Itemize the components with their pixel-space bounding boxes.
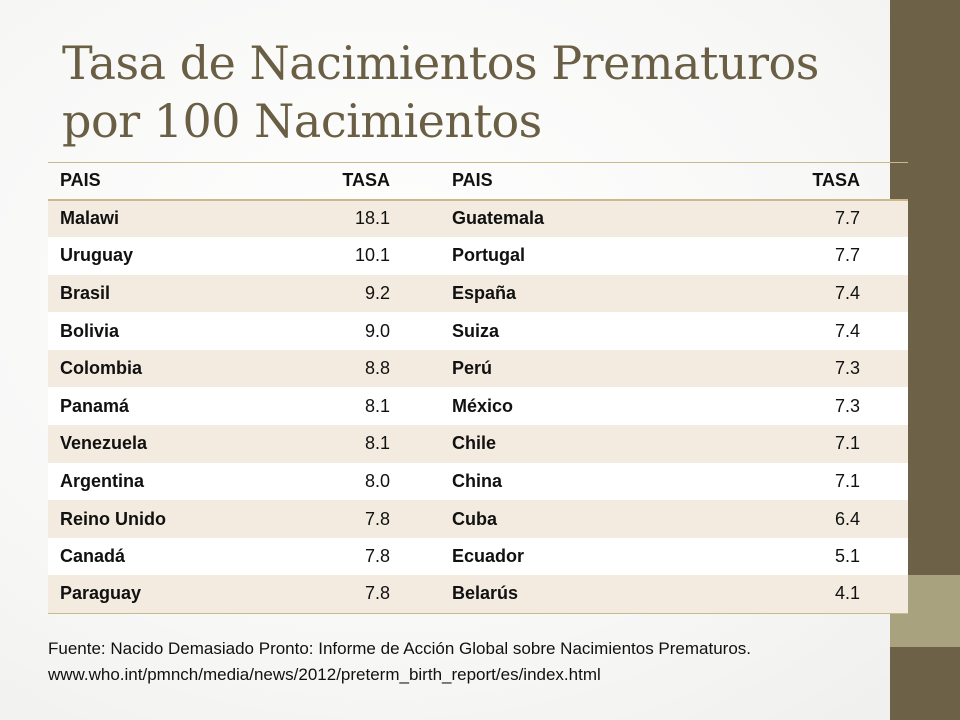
rate-cell-right: 7.7	[565, 199, 908, 238]
rate-cell-right: 7.1	[565, 462, 908, 501]
country-cell-left: Colombia	[48, 349, 173, 388]
rate-cell-right: 7.4	[565, 312, 908, 350]
table-row: Colombia 8.8 Perú 7.3	[48, 349, 908, 388]
rate-cell-right: 7.3	[565, 387, 908, 426]
table-row: Canadá 7.8 Ecuador 5.1	[48, 537, 908, 576]
table-row: Panamá 8.1 México 7.3	[48, 387, 908, 426]
table-row: Bolivia 9.0 Suiza 7.4	[48, 312, 908, 350]
header-rate-2: TASA	[812, 170, 860, 191]
table-row: Malawi 18.1 Guatemala 7.7	[48, 199, 908, 238]
rate-cell-left: 8.8	[173, 349, 440, 388]
table-row: Reino Unido 7.8 Cuba 6.4	[48, 500, 908, 538]
country-cell-right: China	[440, 462, 565, 501]
country-cell-left: Bolivia	[48, 312, 173, 350]
rate-cell-left: 7.8	[173, 500, 440, 538]
country-cell-right: Chile	[440, 425, 565, 463]
rate-cell-left: 9.0	[173, 312, 440, 350]
country-cell-right: Belarús	[440, 575, 565, 614]
country-cell-left: Reino Unido	[48, 500, 173, 538]
rate-cell-right: 6.4	[565, 500, 908, 538]
rate-cell-left: 7.8	[173, 575, 440, 614]
rate-cell-right: 7.7	[565, 237, 908, 275]
rate-cell-right: 4.1	[565, 575, 908, 614]
rate-cell-left: 8.1	[173, 425, 440, 463]
rate-cell-right: 5.1	[565, 537, 908, 576]
source-citation: Fuente: Nacido Demasiado Pronto: Informe…	[48, 639, 752, 658]
country-cell-left: Venezuela	[48, 425, 173, 463]
rate-cell-left: 18.1	[173, 199, 440, 238]
rate-cell-left: 10.1	[173, 237, 440, 275]
header-country-2: PAIS	[452, 170, 493, 191]
country-cell-right: Guatemala	[440, 199, 565, 238]
table-body: Malawi 18.1 Guatemala 7.7 Uruguay 10.1 Portuga…	[48, 199, 908, 614]
country-cell-left: Paraguay	[48, 575, 173, 614]
birth-rate-table: PAIS TASA PAIS TASA Malawi 18.1 Guatemala 7…	[48, 162, 908, 614]
header-rate-1: TASA	[342, 170, 390, 191]
slide-title-line-2: por 100 Nacimientos	[62, 94, 542, 148]
country-cell-right: España	[440, 274, 565, 313]
country-cell-right: Cuba	[440, 500, 565, 538]
birth-rate-table-container: PAIS TASA PAIS TASA Malawi 18.1 Guatemala 7…	[48, 162, 908, 614]
source-url: www.who.int/pmnch/media/news/2012/preter…	[48, 665, 601, 684]
rate-cell-left: 9.2	[173, 274, 440, 313]
country-cell-right: Portugal	[440, 237, 565, 275]
country-cell-right: Ecuador	[440, 537, 565, 576]
rate-cell-right: 7.3	[565, 349, 908, 388]
table-row: Paraguay 7.8 Belarús 4.1	[48, 575, 908, 614]
country-cell-left: Argentina	[48, 462, 173, 501]
table-row: Brasil 9.2 España 7.4	[48, 274, 908, 313]
table-header-row: PAIS TASA PAIS TASA	[48, 162, 908, 200]
country-cell-left: Malawi	[48, 199, 173, 238]
rate-cell-right: 7.1	[565, 425, 908, 463]
slide-title-line-1: Tasa de Nacimientos Prematuros	[62, 36, 819, 90]
country-cell-right: México	[440, 387, 565, 426]
country-cell-left: Brasil	[48, 274, 173, 313]
rate-cell-left: 8.0	[173, 462, 440, 501]
slide-title: Tasa de Nacimientos Prematuros por 100 N…	[62, 34, 882, 150]
source-note: Fuente: Nacido Demasiado Pronto: Informe…	[48, 636, 953, 688]
country-cell-right: Perú	[440, 349, 565, 388]
country-cell-left: Canadá	[48, 537, 173, 576]
table-row: Uruguay 10.1 Portugal 7.7	[48, 237, 908, 275]
table-row: Argentina 8.0 China 7.1	[48, 462, 908, 501]
country-cell-left: Uruguay	[48, 237, 173, 275]
country-cell-left: Panamá	[48, 387, 173, 426]
header-country-1: PAIS	[60, 170, 101, 191]
table-row: Venezuela 8.1 Chile 7.1	[48, 425, 908, 463]
rate-cell-left: 8.1	[173, 387, 440, 426]
rate-cell-right: 7.4	[565, 274, 908, 313]
country-cell-right: Suiza	[440, 312, 565, 350]
rate-cell-left: 7.8	[173, 537, 440, 576]
